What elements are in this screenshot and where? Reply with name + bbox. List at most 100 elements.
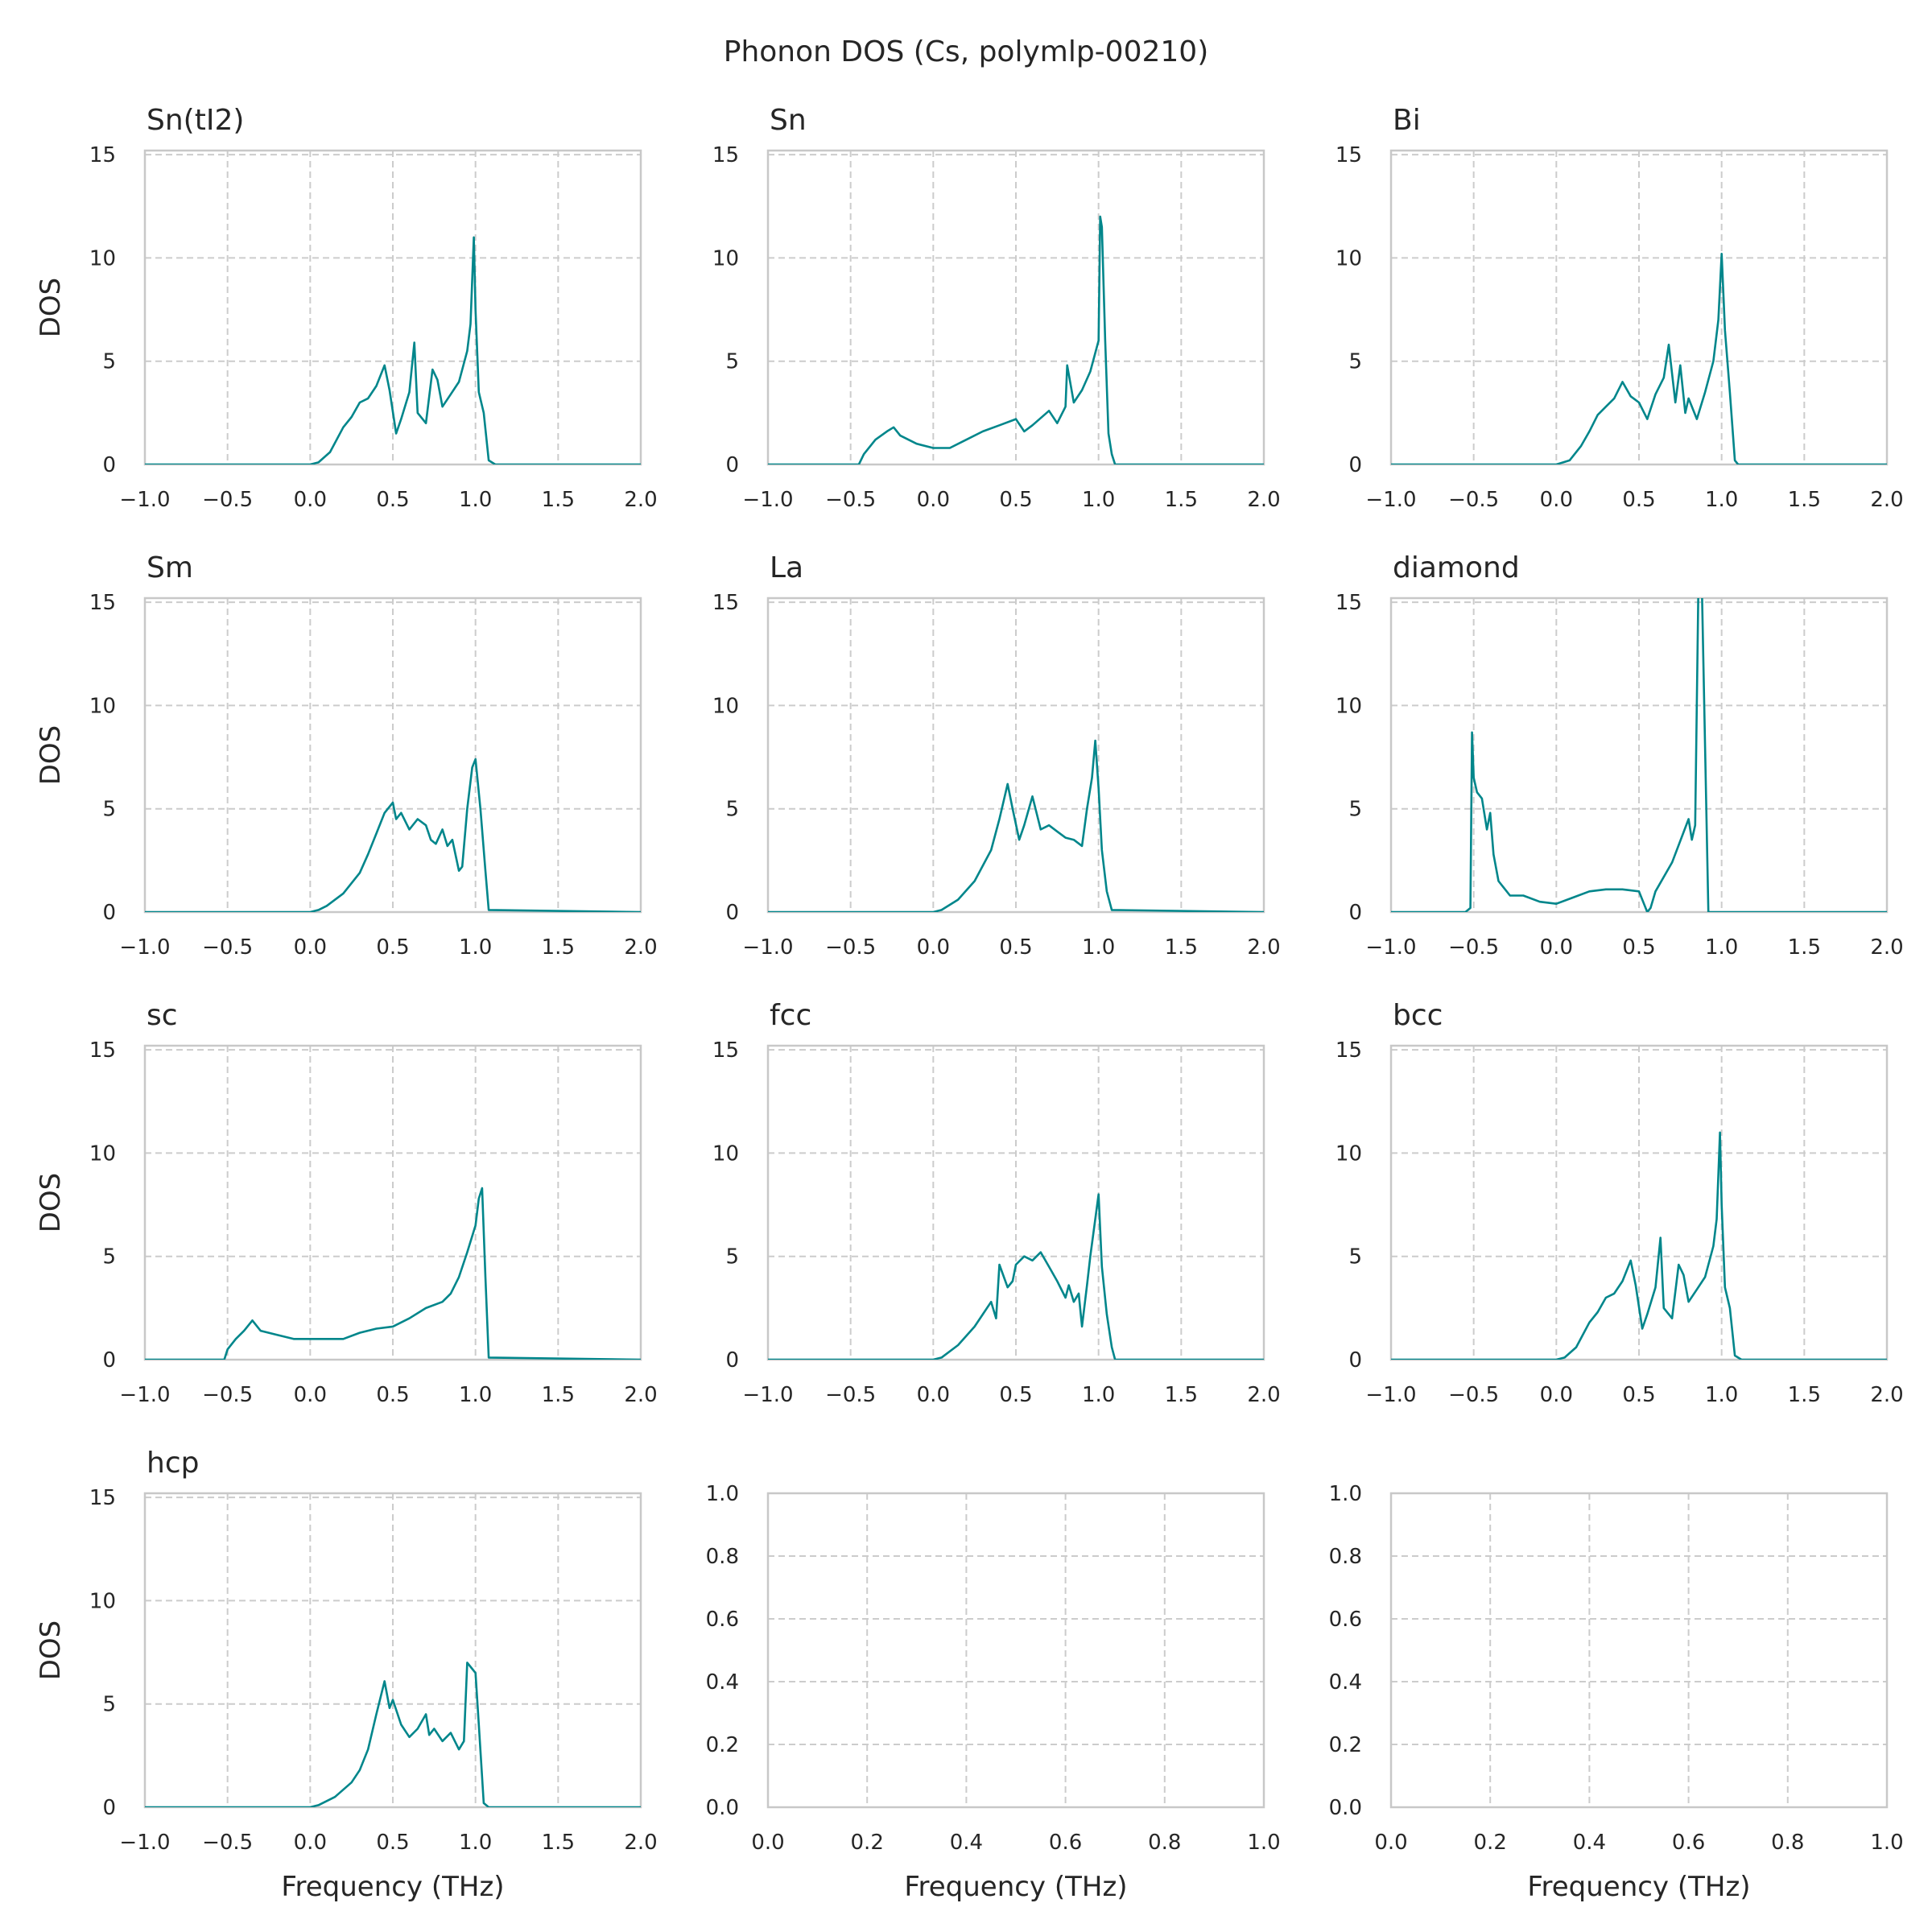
- y-tick-label: 10: [712, 694, 739, 718]
- y-tick-label: 0.0: [706, 1796, 739, 1820]
- y-tick-label: 10: [1335, 1141, 1362, 1166]
- x-tick-label: 1.0: [459, 1831, 492, 1855]
- x-tick-label: 2.0: [1247, 935, 1280, 960]
- panel-title: bcc: [1393, 999, 1443, 1032]
- y-tick-label: 0: [1348, 1348, 1362, 1373]
- x-tick-label: 0.5: [376, 1383, 409, 1407]
- dos-series-line: [145, 236, 641, 464]
- chart-panel: −1.0 −0.5 0.0 0.5 1.0 1.5 2.0 0 5 10 15 La: [712, 551, 1281, 960]
- x-tick-label: −0.5: [202, 935, 253, 960]
- chart-panel: −1.0 −0.5 0.0 0.5 1.0 1.5 2.0 0 5 10 15 hcp DOS Frequ…: [35, 1447, 658, 1903]
- x-tick-label: 0.5: [1622, 935, 1655, 960]
- chart-panel: −1.0 −0.5 0.0 0.5 1.0 1.5 2.0 0 5 10 15 diamond: [1335, 551, 1904, 960]
- x-tick-label: 1.0: [459, 935, 492, 960]
- x-tick-label: 1.0: [459, 488, 492, 512]
- y-tick-label: 0.4: [1329, 1670, 1362, 1695]
- x-tick-label: 1.5: [542, 1831, 575, 1855]
- x-tick-label: −1.0: [119, 1831, 170, 1855]
- x-tick-label: 1.5: [1165, 488, 1198, 512]
- x-tick-label: 2.0: [624, 488, 657, 512]
- x-tick-label: 1.5: [1165, 935, 1198, 960]
- x-tick-label: −0.5: [202, 1831, 253, 1855]
- x-tick-label: −0.5: [1448, 935, 1499, 960]
- x-tick-label: −0.5: [202, 1383, 253, 1407]
- y-tick-label: 0: [102, 901, 116, 925]
- chart-panel: −1.0 −0.5 0.0 0.5 1.0 1.5 2.0 0 5 10 15 Sn: [712, 104, 1281, 512]
- y-tick-label: 0.8: [706, 1545, 739, 1569]
- x-tick-label: 1.5: [542, 488, 575, 512]
- dos-series-line: [768, 1193, 1264, 1360]
- y-tick-label: 0.6: [706, 1608, 739, 1632]
- y-tick-label: 0.2: [1329, 1733, 1362, 1757]
- y-tick-label: 0: [102, 1796, 116, 1820]
- dos-series-line: [1391, 598, 1887, 912]
- y-tick-label: 10: [1335, 246, 1362, 270]
- y-tick-label: 15: [89, 1038, 116, 1063]
- x-tick-label: 2.0: [1870, 488, 1903, 512]
- y-tick-label: 10: [89, 1141, 116, 1166]
- panel-title: Sn: [770, 104, 807, 137]
- axes-frame: [1389, 1492, 1889, 1809]
- figure-title: Phonon DOS (Cs, polymlp-00210): [724, 35, 1209, 68]
- x-tick-label: 0.5: [376, 935, 409, 960]
- x-tick-label: 0.2: [1474, 1831, 1507, 1855]
- panel-title: diamond: [1393, 551, 1520, 584]
- y-tick-label: 5: [102, 798, 116, 822]
- y-tick-label: 5: [725, 798, 739, 822]
- x-tick-label: 1.0: [1705, 935, 1738, 960]
- y-tick-label: 10: [1335, 694, 1362, 718]
- x-tick-label: 0.5: [999, 488, 1032, 512]
- x-tick-label: 0.4: [950, 1831, 983, 1855]
- x-tick-label: 1.5: [1788, 488, 1821, 512]
- y-tick-label: 5: [102, 1693, 116, 1717]
- x-tick-label: −1.0: [1365, 488, 1416, 512]
- x-tick-label: 1.0: [1705, 488, 1738, 512]
- x-tick-label: 1.0: [1082, 488, 1115, 512]
- axes-frame: [1389, 149, 1889, 466]
- x-tick-label: 2.0: [1247, 488, 1280, 512]
- panel-title: sc: [147, 999, 178, 1032]
- y-tick-label: 15: [89, 143, 116, 167]
- y-tick-label: 15: [712, 591, 739, 615]
- x-tick-label: −0.5: [825, 1383, 876, 1407]
- y-axis-label: DOS: [35, 1620, 67, 1681]
- y-tick-label: 10: [712, 246, 739, 270]
- axes-frame: [766, 1492, 1265, 1809]
- chart-panel: −1.0 −0.5 0.0 0.5 1.0 1.5 2.0 0 5 10 15 Sm DOS: [35, 551, 658, 960]
- y-tick-label: 0: [725, 453, 739, 477]
- x-tick-label: −1.0: [742, 935, 793, 960]
- y-tick-label: 0.4: [706, 1670, 739, 1695]
- axes-frame: [143, 597, 642, 914]
- y-tick-label: 5: [1348, 350, 1362, 374]
- x-tick-label: 0.4: [1573, 1831, 1606, 1855]
- x-tick-label: 0.6: [1049, 1831, 1082, 1855]
- y-tick-label: 15: [89, 1486, 116, 1510]
- panel-title: La: [770, 551, 803, 584]
- x-tick-label: 1.5: [542, 1383, 575, 1407]
- dos-series-line: [1391, 252, 1887, 464]
- panel-title: fcc: [770, 999, 811, 1032]
- y-tick-label: 5: [725, 350, 739, 374]
- y-tick-label: 0: [725, 901, 739, 925]
- x-tick-label: 2.0: [1870, 935, 1903, 960]
- x-tick-label: 0.5: [1622, 488, 1655, 512]
- y-tick-label: 1.0: [1329, 1482, 1362, 1506]
- x-tick-label: 1.0: [1247, 1831, 1280, 1855]
- y-tick-label: 0: [102, 1348, 116, 1373]
- x-tick-label: 0.5: [376, 488, 409, 512]
- y-tick-label: 5: [102, 1245, 116, 1269]
- x-tick-label: 1.5: [1165, 1383, 1198, 1407]
- x-tick-label: −1.0: [119, 488, 170, 512]
- y-tick-label: 0: [1348, 453, 1362, 477]
- x-tick-label: 1.0: [1870, 1831, 1903, 1855]
- x-tick-label: 1.5: [1788, 935, 1821, 960]
- dos-series-line: [145, 1187, 641, 1360]
- x-tick-label: −0.5: [1448, 488, 1499, 512]
- x-tick-label: −1.0: [1365, 1383, 1416, 1407]
- y-tick-label: 0: [725, 1348, 739, 1373]
- y-tick-label: 5: [1348, 1245, 1362, 1269]
- axes-frame: [143, 1492, 642, 1809]
- panel-title: hcp: [147, 1447, 199, 1480]
- x-tick-label: −0.5: [825, 935, 876, 960]
- x-tick-label: 0.0: [751, 1831, 784, 1855]
